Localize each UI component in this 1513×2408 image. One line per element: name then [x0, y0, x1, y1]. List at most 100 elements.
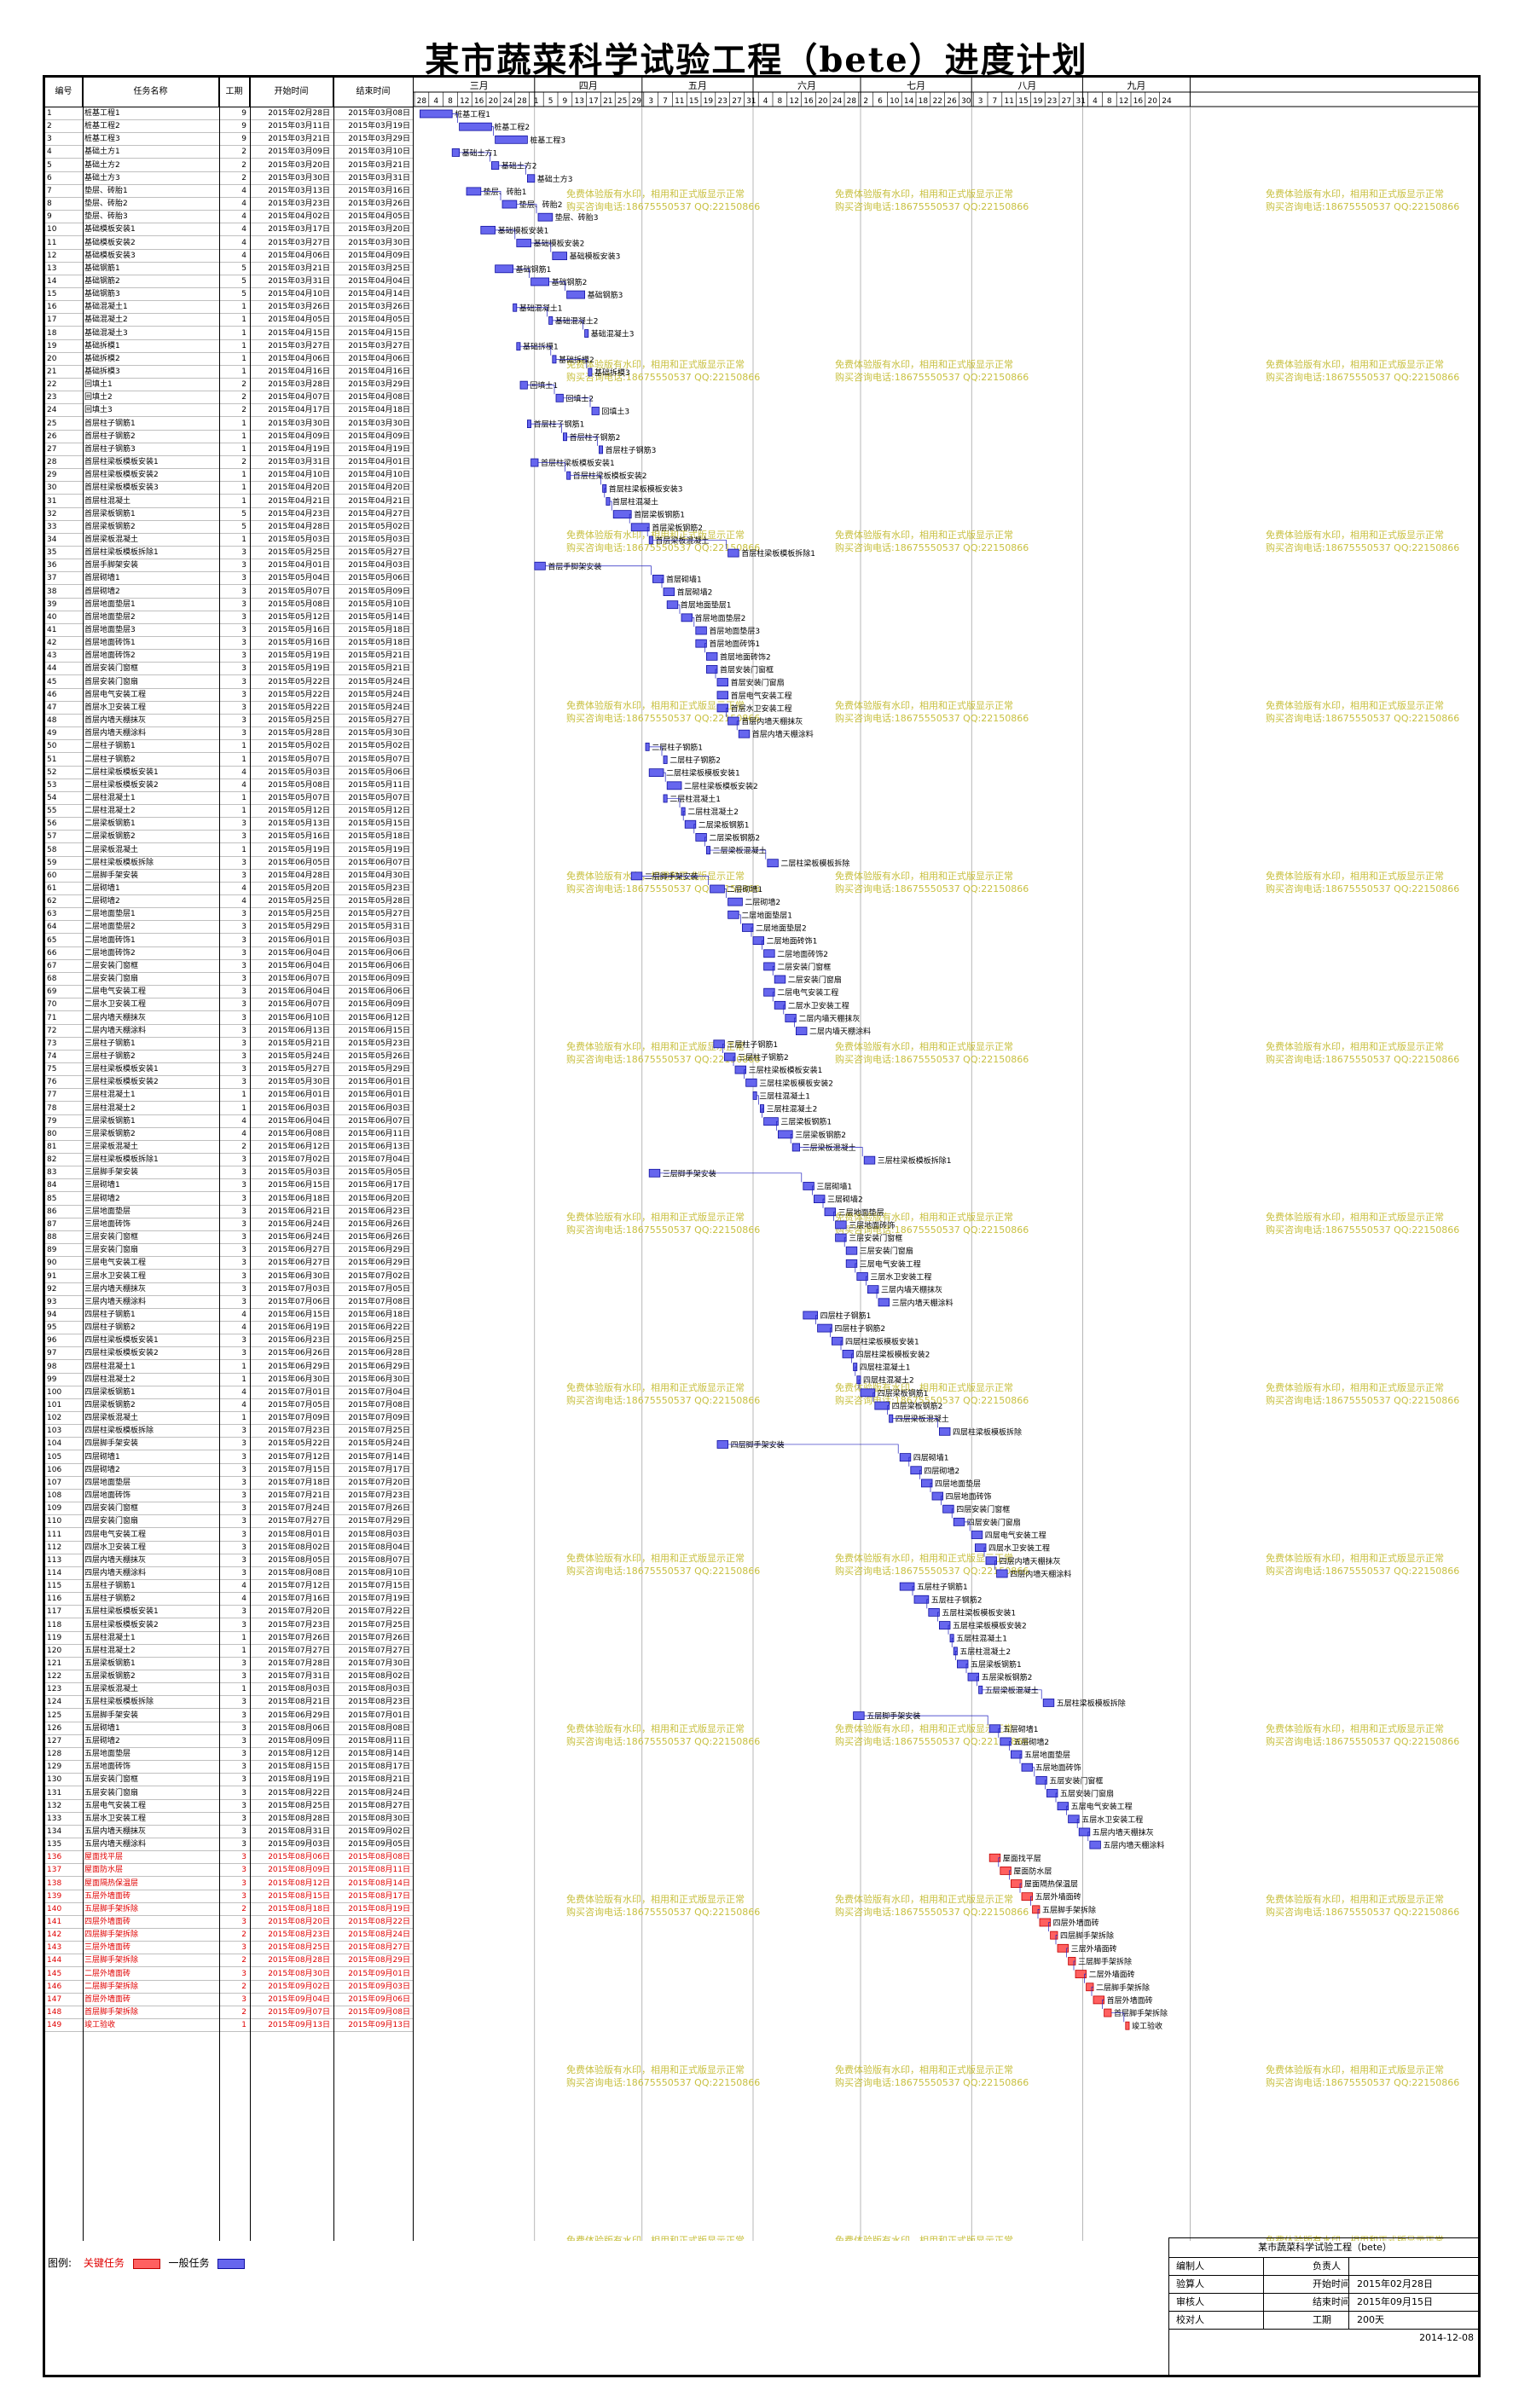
row-id: 114 — [47, 1568, 62, 1577]
table-row: 91 三层水卫安装工程 3 2015年06月30日 2015年07月02日 — [45, 1271, 413, 1283]
task-bar-label: 三层梁板钢筋1 — [780, 1117, 832, 1127]
task-bar — [835, 1220, 847, 1230]
row-duration: 3 — [241, 1568, 246, 1577]
watermark-line-1: 免费体验版有水印，相用和正式版显示正常 — [1266, 1211, 1444, 1223]
row-task-name: 三层柱混凝土1 — [84, 1091, 136, 1100]
task-bar-label: 首层地面垫层3 — [709, 626, 760, 636]
table-row: 39 首层地面垫层1 3 2015年05月08日 2015年05月10日 — [45, 599, 413, 611]
dependency-link — [710, 849, 767, 860]
row-task-name: 四层砌墙2 — [84, 1465, 120, 1474]
row-id: 98 — [47, 1362, 57, 1371]
row-duration: 4 — [241, 780, 246, 790]
row-task-name: 四层柱梁板模板拆除 — [84, 1427, 154, 1436]
task-bar-label: 二层柱子钢筋2 — [670, 755, 721, 766]
day-tick-label: 28 — [847, 97, 857, 106]
dependency-link — [794, 1017, 797, 1027]
row-end: 2015年04月14日 — [348, 290, 410, 299]
row-duration: 3 — [241, 1051, 246, 1061]
table-row: 127 五层砌墙2 3 2015年08月09日 2015年08月11日 — [45, 1735, 413, 1748]
row-start: 2015年05月16日 — [268, 626, 330, 634]
row-duration: 3 — [241, 1246, 246, 1255]
row-id: 116 — [47, 1595, 62, 1604]
row-duration: 3 — [241, 923, 246, 932]
row-end: 2015年07月08日 — [348, 1401, 410, 1409]
row-duration: 2 — [241, 173, 246, 182]
row-id: 12 — [47, 251, 57, 260]
row-end: 2015年06月30日 — [348, 1375, 410, 1384]
row-task-name: 五层柱梁板模板拆除 — [84, 1698, 154, 1707]
day-tick-label: 4 — [433, 97, 438, 106]
dependency-link — [1037, 1909, 1040, 1919]
row-id: 28 — [47, 458, 57, 467]
row-end: 2015年04月18日 — [348, 406, 410, 415]
row-task-name: 首层柱梁板模板拆除1 — [84, 548, 159, 558]
row-start: 2015年06月29日 — [268, 1710, 330, 1720]
row-id: 126 — [47, 1723, 62, 1733]
dependency-link — [530, 242, 552, 252]
task-bar-label: 三层柱梁板模板安装2 — [759, 1078, 833, 1088]
row-task-name: 五层砌墙2 — [84, 1736, 120, 1745]
task-bar-label: 二层砌墙1 — [727, 884, 762, 894]
task-bar — [591, 407, 600, 415]
row-start: 2015年06月24日 — [268, 1233, 330, 1242]
row-start: 2015年08月12日 — [268, 1878, 330, 1888]
day-tick-label: 25 — [617, 97, 627, 106]
row-task-name: 二层电气安装工程 — [84, 987, 147, 997]
dependency-link — [629, 513, 632, 524]
row-id: 24 — [47, 406, 57, 415]
row-end: 2015年03月21日 — [348, 160, 410, 170]
task-bar-label: 三层地面垫层 — [838, 1207, 884, 1218]
row-duration: 3 — [241, 1259, 246, 1268]
task-bar-label: 基础拆模1 — [523, 342, 559, 352]
table-row: 18 基础混凝土3 1 2015年04月15日 2015年04月15日 — [45, 327, 413, 340]
dependency-link — [452, 113, 458, 124]
row-duration: 3 — [241, 1555, 246, 1565]
table-row: 134 五层内墙天棚抹灰 3 2015年08月31日 2015年09月02日 — [45, 1826, 413, 1838]
task-bar — [1042, 1699, 1055, 1707]
dependency-link — [1019, 1754, 1022, 1764]
row-task-name: 首层内墙天棚抹灰 — [84, 716, 147, 726]
dependency-link — [556, 359, 588, 368]
row-end: 2015年07月23日 — [348, 1491, 410, 1501]
watermark-line-1: 免费体验版有水印，相用和正式版显示正常 — [1266, 188, 1444, 200]
row-start: 2015年07月12日 — [268, 1582, 330, 1591]
row-end: 2015年04月03日 — [348, 561, 410, 570]
table-row: 103 四层柱梁板模板拆除 3 2015年07月23日 2015年07月25日 — [45, 1425, 413, 1438]
row-id: 107 — [47, 1478, 62, 1487]
table-row: 13 基础钢筋1 5 2015年03月21日 2015年03月25日 — [45, 263, 413, 275]
dependency-link — [530, 423, 562, 433]
table-row: 96 四层柱梁板模板安装1 3 2015年06月23日 2015年06月25日 — [45, 1334, 413, 1348]
row-task-name: 四层安装门窗扇 — [84, 1517, 139, 1526]
row-end: 2015年07月27日 — [348, 1646, 410, 1655]
task-bar-label: 三层砌墙1 — [816, 1181, 852, 1191]
row-duration: 3 — [241, 975, 246, 984]
row-task-name: 四层内墙天棚涂料 — [84, 1568, 147, 1577]
row-start: 2015年06月27日 — [268, 1246, 330, 1255]
task-bar-label: 四层安装门窗框 — [956, 1504, 1010, 1514]
task-bar-label: 五层柱梁板模板安装1 — [942, 1607, 1016, 1618]
row-start: 2015年03月21日 — [268, 135, 330, 144]
row-task-name: 首层柱子钢筋1 — [84, 419, 136, 428]
task-bar — [495, 264, 513, 274]
row-duration: 3 — [241, 1271, 246, 1281]
row-duration: 3 — [241, 1219, 246, 1229]
row-end: 2015年04月08日 — [348, 393, 410, 402]
row-task-name: 五层柱子钢筋1 — [84, 1582, 136, 1591]
dependency-link — [951, 1637, 954, 1647]
table-row: 67 二层安装门窗框 3 2015年06月04日 2015年06月06日 — [45, 960, 413, 973]
row-id: 65 — [47, 935, 57, 945]
row-end: 2015年09月06日 — [348, 1994, 410, 2004]
task-bar-label: 垫层、砖胎2 — [519, 200, 563, 210]
row-id: 53 — [47, 780, 57, 790]
row-task-name: 二层柱梁板模板安装2 — [84, 780, 159, 790]
row-start: 2015年09月04日 — [268, 1994, 330, 2004]
row-start: 2015年05月29日 — [268, 923, 330, 932]
task-bar-label: 四层电气安装工程 — [985, 1531, 1046, 1541]
row-start: 2015年08月21日 — [268, 1698, 330, 1707]
table-row: 135 五层内墙天棚涂料 3 2015年09月03日 2015年09月05日 — [45, 1838, 413, 1852]
row-id: 64 — [47, 923, 57, 932]
row-task-name: 基础混凝土1 — [84, 303, 128, 312]
row-start: 2015年05月22日 — [268, 677, 330, 686]
row-duration: 3 — [241, 961, 246, 970]
row-end: 2015年04月20日 — [348, 483, 410, 493]
